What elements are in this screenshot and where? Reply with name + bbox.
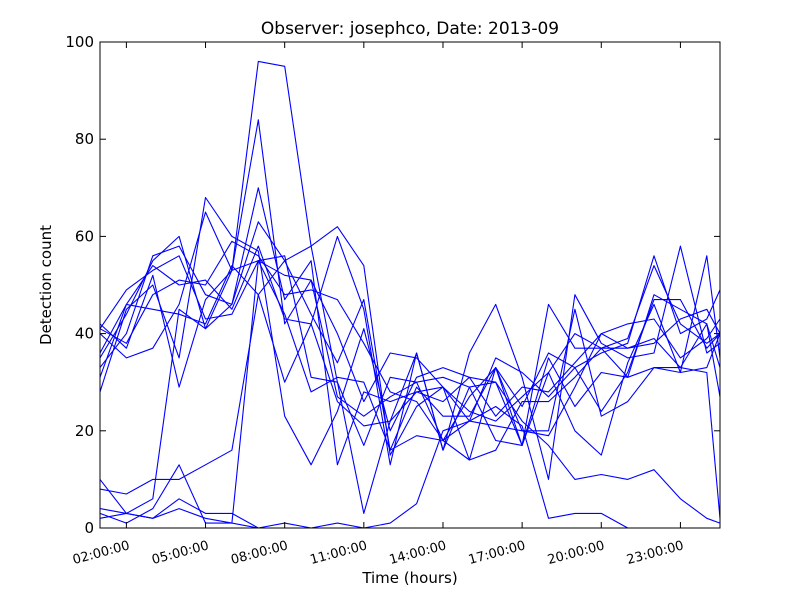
y-axis: 0 20 40 60 80 100 [65,33,720,537]
x-tick-label: 20:00:00 [546,538,606,568]
x-tick-label: 23:00:00 [625,538,685,568]
y-tick-label: 40 [75,325,94,343]
y-axis-label: Detection count [37,225,55,345]
x-tick-label: 14:00:00 [388,538,448,568]
series-line-7 [99,235,721,480]
series-line-14 [99,240,721,519]
y-tick-label: 20 [75,422,94,440]
y-tick-label: 0 [84,519,94,537]
series-line-3 [99,260,721,495]
series-lines [99,60,721,529]
series-line-1 [99,119,721,442]
x-axis-label: Time (hours) [361,569,457,587]
y-tick-label: 100 [65,33,94,51]
plot-frame [99,41,721,529]
x-tick-label: 02:00:00 [71,538,131,568]
series-line-12 [99,405,720,529]
x-tick-label: 17:00:00 [467,538,527,568]
series-line-13 [99,245,721,524]
series-line-2 [99,255,721,446]
x-tick-label: 05:00:00 [150,538,210,568]
y-tick-label: 80 [75,130,94,148]
series-line-4 [99,60,721,514]
series-line-6 [99,196,721,466]
x-tick-label: 08:00:00 [229,538,289,568]
x-tick-label: 11:00:00 [309,538,369,568]
series-line-9 [99,260,721,514]
series-line-5 [99,187,721,466]
chart-title: Observer: josephco, Date: 2013-09 [261,19,559,39]
y-tick-label: 60 [75,227,94,245]
x-axis: 02:00:00 05:00:00 08:00:00 11:00:00 14:00:00… [71,42,685,568]
